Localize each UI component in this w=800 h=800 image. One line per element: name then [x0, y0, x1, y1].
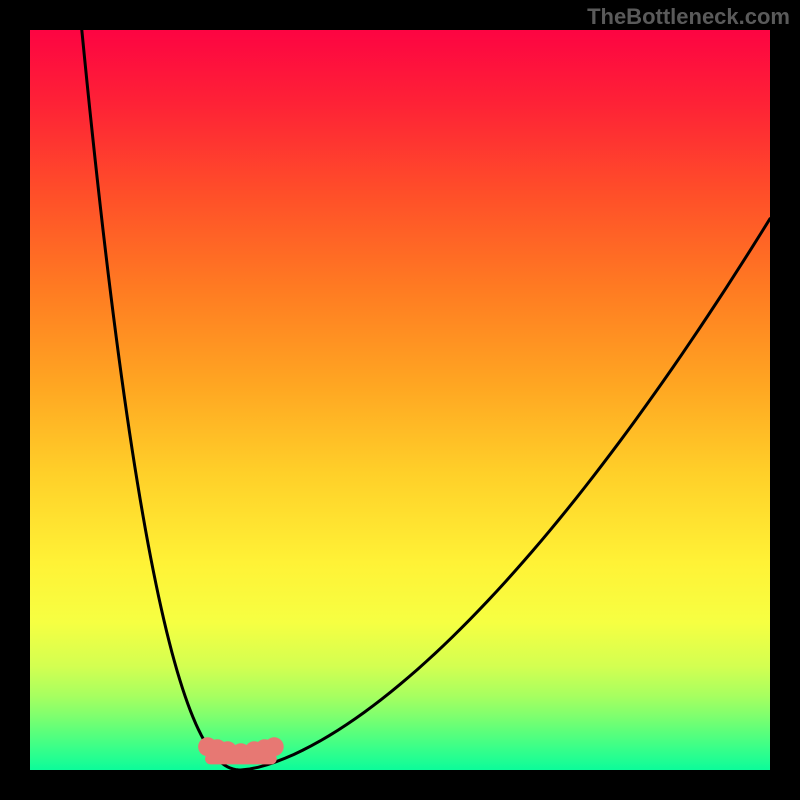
chart-canvas	[0, 0, 800, 800]
chart-plot-gradient	[30, 30, 770, 770]
watermark-label: TheBottleneck.com	[587, 4, 790, 30]
bottom-marker-dot	[265, 737, 284, 756]
bottleneck-chart: TheBottleneck.com	[0, 0, 800, 800]
